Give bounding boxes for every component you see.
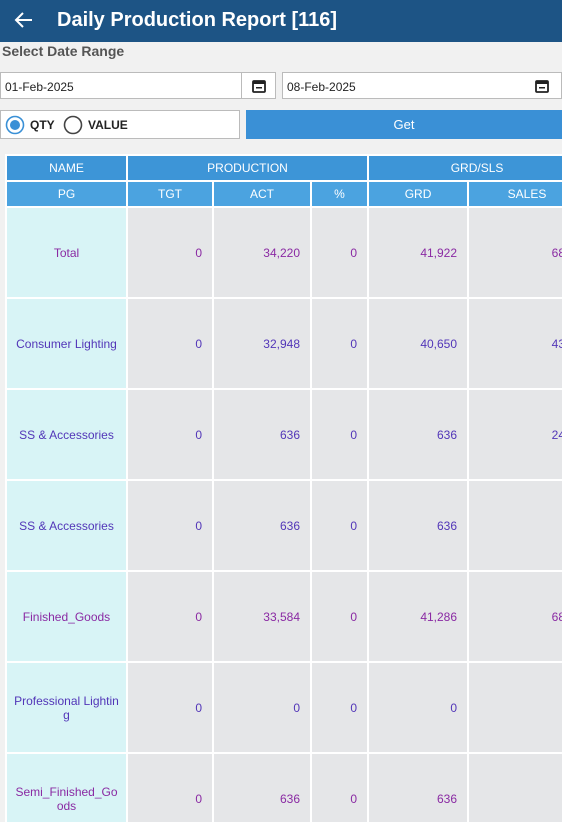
table-row: Semi_Finished_Goods 0 636 0 636 xyxy=(5,752,562,822)
value-cell: 0 xyxy=(309,570,370,663)
column-header: GRD xyxy=(367,180,470,208)
name-cell: SS & Accessories xyxy=(5,479,128,572)
value-cell: 68,5 xyxy=(467,206,562,299)
value-cell: 0 xyxy=(309,388,370,481)
value-cell: 24,9 xyxy=(467,388,562,481)
calendar-icon[interactable] xyxy=(534,78,550,94)
value-cell: 0 xyxy=(309,297,370,390)
report-table: NAME PRODUCTION GRD/SLS PG TGT ACT% GRD SALES To… xyxy=(5,154,562,822)
value-cell: 0 xyxy=(309,479,370,572)
to-date[interactable]: 08-Feb-2025 xyxy=(282,72,562,99)
column-header-row: PG TGT ACT% GRD SALES xyxy=(5,180,562,208)
group-header: NAME xyxy=(5,154,128,182)
value-cell: 636 xyxy=(367,479,470,572)
from-date-text: 01-Feb-2025 xyxy=(5,80,74,94)
value-cell: 0 xyxy=(126,206,214,299)
value-cell: 636 xyxy=(367,752,470,822)
column-header: % xyxy=(309,180,370,208)
get-button[interactable]: Get xyxy=(246,110,562,139)
value-cell: 40,650 xyxy=(367,297,470,390)
radio-ring xyxy=(63,115,83,135)
name-cell: Finished_Goods xyxy=(5,570,128,663)
from-date[interactable]: 01-Feb-2025 xyxy=(0,72,276,99)
radio-button[interactable] xyxy=(5,115,25,135)
value-cell: 636 xyxy=(212,388,312,481)
to-date-text: 08-Feb-2025 xyxy=(287,80,356,94)
value-cell xyxy=(467,661,562,754)
column-header: SALES xyxy=(467,180,562,208)
group-header-row: NAME PRODUCTION GRD/SLS xyxy=(5,154,562,182)
page-title: Daily Production Report [116] xyxy=(57,9,338,31)
value-cell: 0 xyxy=(126,752,214,822)
radio-ring xyxy=(5,115,25,135)
radio-button[interactable] xyxy=(63,115,83,135)
value-cell: 0 xyxy=(126,570,214,663)
value-cell: 41,286 xyxy=(367,570,470,663)
value-cell: 0 xyxy=(126,479,214,572)
group-header: PRODUCTION xyxy=(125,154,370,182)
value-cell: 0 xyxy=(309,752,370,822)
value-cell: 41,922 xyxy=(367,206,470,299)
date-range-label: Select Date Range xyxy=(2,43,125,59)
value-cell: 636 xyxy=(212,752,312,822)
column-header: ACT xyxy=(212,180,312,208)
column-header: PG xyxy=(5,180,128,208)
name-cell: Professional Lighting xyxy=(5,661,128,754)
value-cell: 0 xyxy=(212,661,312,754)
value-cell: 636 xyxy=(212,479,312,572)
value-cell xyxy=(467,479,562,572)
table-row: Professional Lighting 0 0 0 0 xyxy=(5,661,562,754)
group-header: GRD/SLS xyxy=(367,154,562,182)
name-cell: Semi_Finished_Goods xyxy=(5,752,128,822)
back-button[interactable] xyxy=(14,10,34,30)
value-cell: 68,5 xyxy=(467,570,562,663)
value-cell: 0 xyxy=(126,661,214,754)
value-cell: 0 xyxy=(309,661,370,754)
app-bar: Daily Production Report [116] xyxy=(0,0,562,42)
value-cell: 43,6 xyxy=(467,297,562,390)
name-cell: Consumer Lighting xyxy=(5,297,128,390)
column-header: TGT xyxy=(126,180,214,208)
table-row: SS & Accessories 0 636 0 636 xyxy=(5,479,562,572)
value-cell: 0 xyxy=(126,297,214,390)
value-cell: 33,584 xyxy=(212,570,312,663)
value-cell: 0 xyxy=(126,388,214,481)
value-cell: 636 xyxy=(367,388,470,481)
radio-dot xyxy=(10,120,20,130)
value-cell xyxy=(467,752,562,822)
value-cell: 32,948 xyxy=(212,297,312,390)
mode-selector: QTY VALUE xyxy=(0,110,240,139)
calendar-icon[interactable] xyxy=(251,78,267,94)
name-cell: SS & Accessories xyxy=(5,388,128,481)
value-cell: 0 xyxy=(309,206,370,299)
value-cell: 0 xyxy=(367,661,470,754)
name-cell: Total xyxy=(5,206,128,299)
radio-label: QTY xyxy=(30,118,55,132)
radio-label: VALUE xyxy=(88,118,128,132)
value-cell: 34,220 xyxy=(212,206,312,299)
